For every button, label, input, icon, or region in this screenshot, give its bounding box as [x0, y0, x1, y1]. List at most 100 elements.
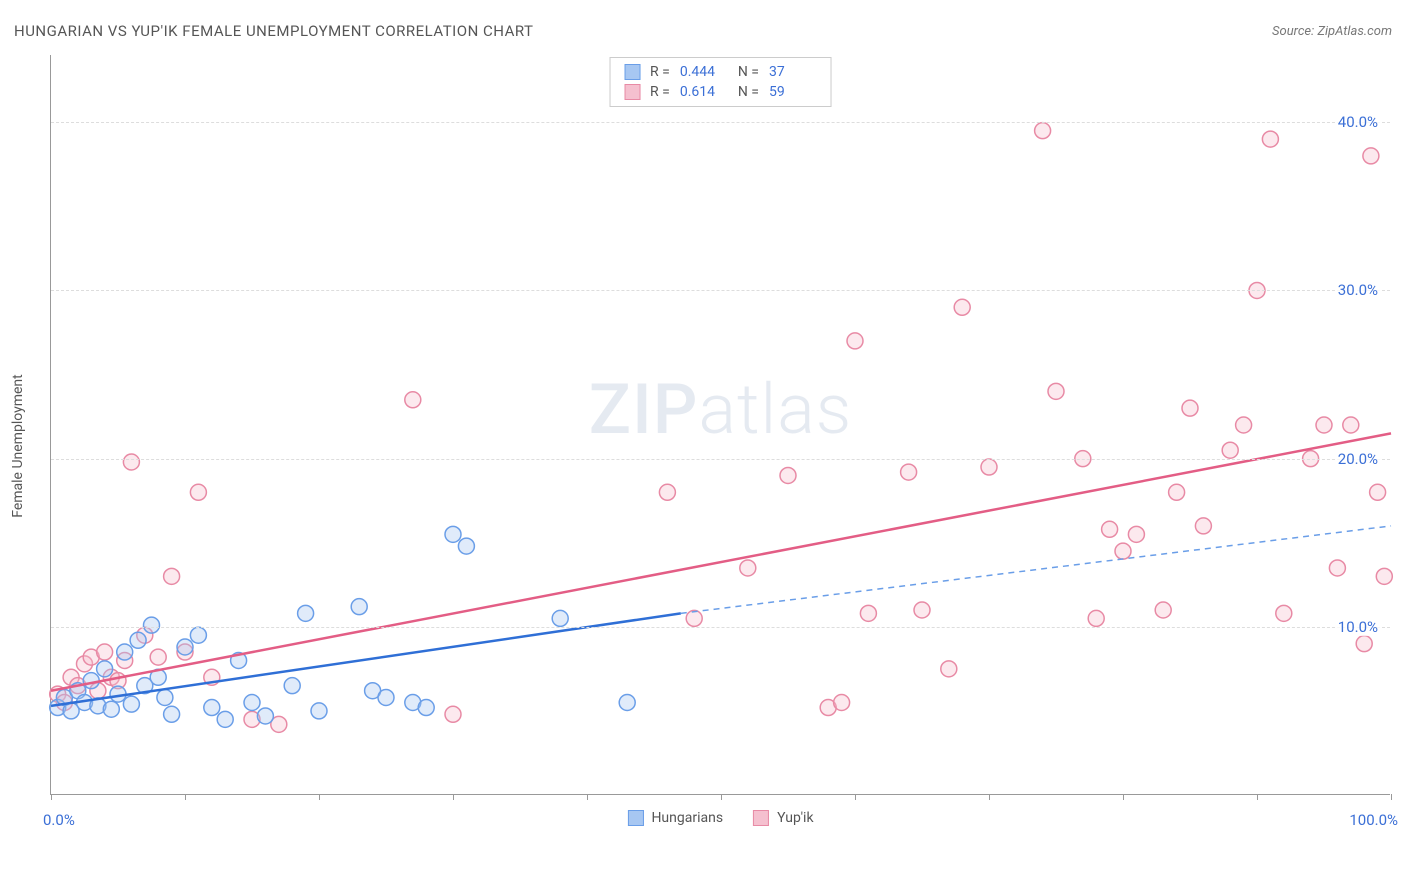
point-hungarians	[177, 639, 193, 655]
point-hungarians	[123, 696, 139, 712]
stats-row-hungarians: R = 0.444 N = 37	[624, 62, 817, 82]
point-yupik	[190, 484, 206, 500]
point-yupik	[164, 568, 180, 584]
point-yupik	[1363, 148, 1379, 164]
r-value-yupik: 0.614	[680, 84, 728, 100]
legend-label-hungarians: Hungarians	[651, 810, 723, 826]
point-hungarians	[190, 627, 206, 643]
point-yupik	[150, 649, 166, 665]
point-hungarians	[144, 617, 160, 633]
y-tick-label: 20.0%	[1336, 450, 1380, 468]
x-tick	[1391, 794, 1392, 800]
chart-title: HUNGARIAN VS YUP'IK FEMALE UNEMPLOYMENT …	[14, 22, 533, 40]
point-hungarians	[458, 538, 474, 554]
point-hungarians	[103, 701, 119, 717]
point-yupik	[123, 454, 139, 470]
trendline-yupik	[51, 433, 1391, 690]
point-yupik	[914, 602, 930, 618]
point-hungarians	[418, 700, 434, 716]
point-yupik	[1155, 602, 1171, 618]
point-yupik	[1128, 526, 1144, 542]
point-yupik	[1035, 123, 1051, 139]
point-yupik	[954, 299, 970, 315]
point-hungarians	[378, 689, 394, 705]
point-yupik	[1316, 417, 1332, 433]
point-yupik	[1276, 605, 1292, 621]
plot-svg	[51, 55, 1390, 794]
x-tick	[185, 794, 186, 800]
point-hungarians	[117, 644, 133, 660]
point-hungarians	[351, 599, 367, 615]
point-hungarians	[311, 703, 327, 719]
y-tick-label: 40.0%	[1336, 113, 1380, 131]
point-yupik	[901, 464, 917, 480]
point-yupik	[405, 392, 421, 408]
x-tick	[1257, 794, 1258, 800]
n-value-hungarians: 37	[769, 64, 817, 80]
point-yupik	[1376, 568, 1392, 584]
legend-item-hungarians: Hungarians	[627, 810, 723, 826]
point-yupik	[780, 467, 796, 483]
x-tick	[855, 794, 856, 800]
r-label: R =	[650, 84, 670, 100]
n-value-yupik: 59	[769, 84, 817, 100]
point-yupik	[847, 333, 863, 349]
swatch-yupik	[753, 810, 769, 826]
r-label: R =	[650, 64, 670, 80]
point-yupik	[941, 661, 957, 677]
x-label-min: 0.0%	[43, 811, 75, 829]
point-yupik	[834, 695, 850, 711]
point-yupik	[1102, 521, 1118, 537]
point-hungarians	[257, 708, 273, 724]
point-yupik	[1370, 484, 1386, 500]
point-yupik	[981, 459, 997, 475]
gridline	[51, 459, 1390, 460]
x-tick	[989, 794, 990, 800]
n-label: N =	[738, 64, 759, 80]
point-hungarians	[164, 706, 180, 722]
title-row: HUNGARIAN VS YUP'IK FEMALE UNEMPLOYMENT …	[14, 22, 1392, 40]
trendline-dash-hungarians	[681, 526, 1391, 613]
point-yupik	[659, 484, 675, 500]
point-hungarians	[619, 695, 635, 711]
point-yupik	[1236, 417, 1252, 433]
point-yupik	[1262, 131, 1278, 147]
point-hungarians	[552, 610, 568, 626]
swatch-yupik	[624, 84, 640, 100]
source-label: Source: ZipAtlas.com	[1272, 24, 1392, 39]
point-yupik	[1343, 417, 1359, 433]
x-tick	[587, 794, 588, 800]
point-yupik	[1048, 383, 1064, 399]
x-tick	[453, 794, 454, 800]
point-yupik	[1329, 560, 1345, 576]
point-hungarians	[83, 673, 99, 689]
x-tick	[1123, 794, 1124, 800]
swatch-hungarians	[627, 810, 643, 826]
swatch-hungarians	[624, 64, 640, 80]
stats-row-yupik: R = 0.614 N = 59	[624, 82, 817, 102]
point-hungarians	[445, 526, 461, 542]
stats-legend: R = 0.444 N = 37 R = 0.614 N = 59	[609, 57, 832, 107]
gridline	[51, 627, 1390, 628]
gridline	[51, 122, 1390, 123]
y-tick-label: 30.0%	[1336, 281, 1380, 299]
source-name: ZipAtlas.com	[1317, 24, 1392, 39]
legend-label-yupik: Yup'ik	[777, 810, 813, 826]
point-yupik	[1088, 610, 1104, 626]
point-yupik	[1356, 636, 1372, 652]
point-yupik	[445, 706, 461, 722]
point-hungarians	[244, 695, 260, 711]
chart-container: HUNGARIAN VS YUP'IK FEMALE UNEMPLOYMENT …	[0, 0, 1406, 892]
source-prefix: Source:	[1272, 24, 1317, 39]
point-hungarians	[217, 711, 233, 727]
point-yupik	[1195, 518, 1211, 534]
point-yupik	[740, 560, 756, 576]
n-label: N =	[738, 84, 759, 100]
point-hungarians	[130, 632, 146, 648]
point-yupik	[1115, 543, 1131, 559]
bottom-legend: Hungarians Yup'ik	[627, 810, 813, 826]
r-value-hungarians: 0.444	[680, 64, 728, 80]
plot-area: R = 0.444 N = 37 R = 0.614 N = 59 ZIPatl…	[50, 55, 1390, 795]
y-axis-title: Female Unemployment	[10, 374, 26, 518]
point-yupik	[1169, 484, 1185, 500]
